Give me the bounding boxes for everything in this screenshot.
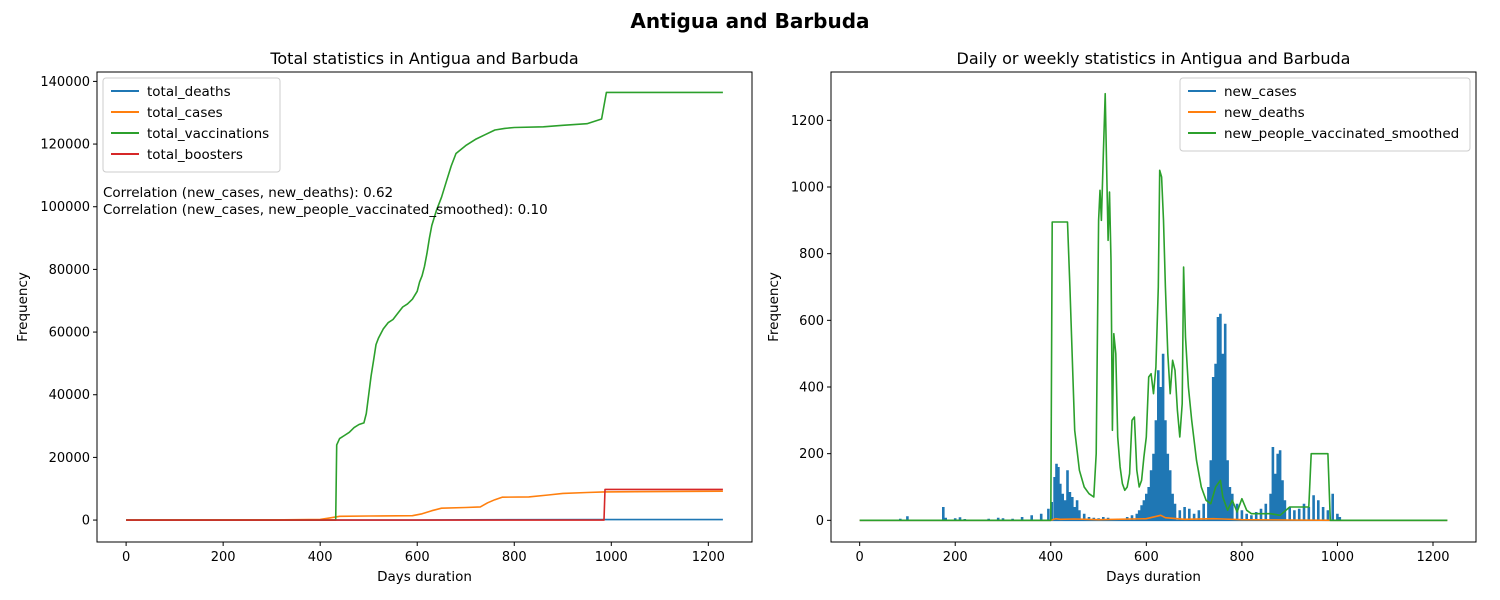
- legend: total_deaths total_cases total_vaccination…: [102, 77, 281, 173]
- y-tick-label: 1200: [791, 114, 824, 129]
- x-tick-label: 1200: [692, 550, 725, 565]
- y-tick-label: 200: [799, 447, 824, 462]
- y-tick-label: 0: [816, 514, 824, 529]
- legend-entry: new_deaths: [1224, 105, 1305, 121]
- total-vaccinations-line: [126, 91, 723, 521]
- daily-weekly-statistics-chart: Daily or weekly statistics in Antigua an…: [766, 49, 1477, 585]
- total-boosters-line: [126, 488, 723, 521]
- figure-suptitle: Antigua and Barbuda: [630, 9, 869, 33]
- x-tick-label: 0: [122, 550, 130, 565]
- plot-area: [859, 92, 1448, 522]
- y-tick-label: 40000: [49, 388, 90, 403]
- correlation-annotation: Correlation (new_cases, new_deaths): 0.6…: [103, 185, 393, 201]
- legend-entry: new_people_vaccinated_smoothed: [1224, 126, 1459, 142]
- x-tick-label: 0: [856, 550, 864, 565]
- y-tick-label: 400: [799, 381, 824, 396]
- y-tick-label: 1000: [791, 181, 824, 196]
- y-tick-label: 800: [799, 247, 824, 262]
- x-axis-label: Days duration: [377, 569, 472, 585]
- x-tick-label: 200: [943, 550, 968, 565]
- legend-box: [1179, 77, 1471, 152]
- chart-title: Total statistics in Antigua and Barbuda: [269, 49, 578, 68]
- x-tick-label: 1000: [1321, 550, 1354, 565]
- new-cases-spikes: [899, 313, 1342, 521]
- legend-entry: total_deaths: [147, 84, 231, 100]
- correlation-annotation: Correlation (new_cases, new_people_vacci…: [103, 202, 548, 218]
- y-tick-label: 600: [799, 314, 824, 329]
- y-tick-label: 0: [82, 514, 90, 529]
- y-axis-label: Frequency: [15, 272, 31, 342]
- x-tick-label: 400: [1038, 550, 1063, 565]
- axes-frame: [96, 71, 753, 543]
- y-tick-label: 100000: [40, 200, 90, 215]
- axes-frame: [830, 71, 1477, 543]
- new-people-vaccinated-smoothed-line: [859, 92, 1448, 522]
- new-cases-series: [859, 313, 1448, 522]
- y-tick-label: 140000: [40, 75, 90, 90]
- total-statistics-chart: Total statistics in Antigua and Barbuda 0…: [15, 49, 753, 585]
- x-axis-label: Days duration: [1106, 569, 1201, 585]
- legend-entry: total_boosters: [147, 147, 243, 163]
- legend-entry: total_cases: [147, 105, 223, 121]
- x-tick-label: 1200: [1416, 550, 1449, 565]
- y-axis-label: Frequency: [766, 272, 782, 342]
- y-tick-label: 20000: [49, 451, 90, 466]
- legend-box: [102, 77, 281, 173]
- x-tick-label: 400: [308, 550, 333, 565]
- x-tick-label: 800: [1229, 550, 1254, 565]
- x-tick-label: 600: [405, 550, 430, 565]
- total-cases-line: [126, 490, 723, 521]
- legend: new_cases new_deaths new_people_vaccinated…: [1179, 77, 1471, 152]
- new-deaths-line: [859, 514, 1448, 522]
- x-tick-label: 600: [1134, 550, 1159, 565]
- legend-entry: total_vaccinations: [147, 126, 269, 142]
- legend-entry: new_cases: [1224, 84, 1297, 100]
- plot-area: [126, 91, 723, 521]
- x-tick-label: 1000: [595, 550, 628, 565]
- y-tick-label: 60000: [49, 326, 90, 341]
- y-tick-label: 120000: [40, 138, 90, 153]
- chart-title: Daily or weekly statistics in Antigua an…: [957, 49, 1351, 68]
- x-tick-label: 200: [211, 550, 236, 565]
- y-tick-label: 80000: [49, 263, 90, 278]
- x-tick-label: 800: [502, 550, 527, 565]
